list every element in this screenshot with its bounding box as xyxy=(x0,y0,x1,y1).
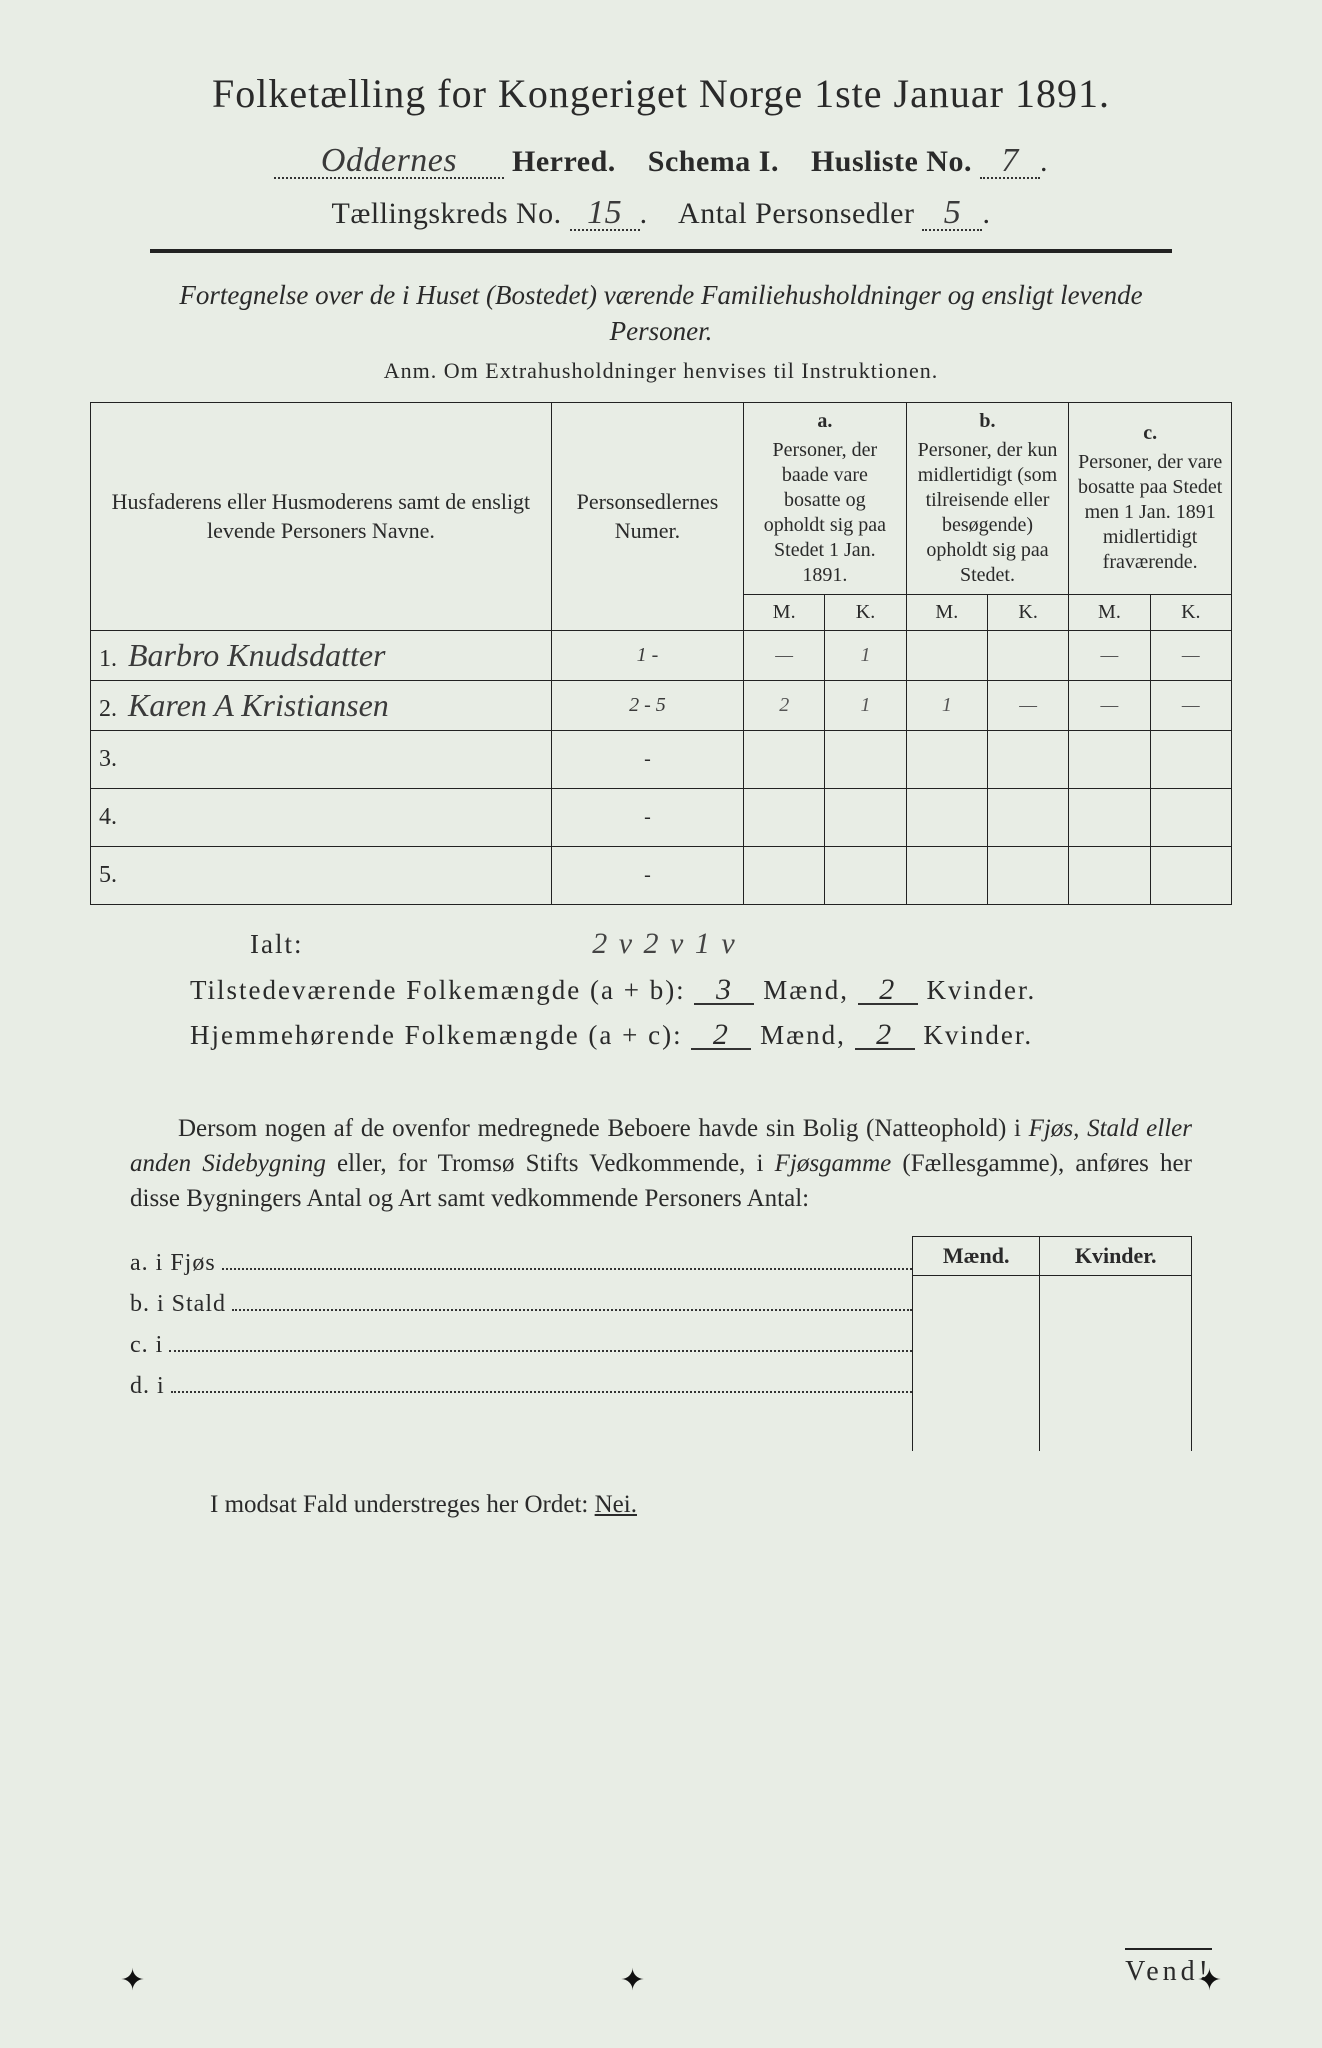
row-number: 2. xyxy=(99,696,123,722)
col-c-m: M. xyxy=(1069,594,1150,630)
person-name: Barbro Knudsdatter xyxy=(128,637,386,673)
subtitle: Fortegnelse over de i Huset (Bostedet) v… xyxy=(130,277,1192,350)
pin-mark-icon: ✦ xyxy=(620,1963,645,1998)
cell-cm: — xyxy=(1069,630,1150,680)
tilstede-m: 3 xyxy=(694,976,754,1005)
cell-am: — xyxy=(744,630,825,680)
col-name-header: Husfaderens eller Husmoderens samt de en… xyxy=(99,477,543,556)
col-c-text: Personer, der vare bosatte paa Stedet me… xyxy=(1078,451,1222,573)
kvinder-label: Kvinder. xyxy=(923,1020,1033,1050)
col-a-k: K. xyxy=(825,594,906,630)
nei-word: Nei. xyxy=(595,1491,637,1518)
row-number: 1. xyxy=(99,646,123,672)
anm-note: Anm. Om Extrahusholdninger henvises til … xyxy=(90,358,1232,384)
table-row: 2. Karen A Kristiansen 2 - 5 2 1 1 — — — xyxy=(91,680,1232,730)
kreds-label: Tællingskreds No. xyxy=(332,197,562,230)
maend-label: Mænd, xyxy=(760,1020,846,1050)
col-a-text: Personer, der baade vare bosatte og opho… xyxy=(764,439,886,586)
totals-block: Ialt: 2 v 2 v 1 v Tilstedeværende Folkem… xyxy=(190,927,1212,1051)
pin-mark-icon: ✦ xyxy=(1197,1963,1222,1998)
maend-label: Mænd, xyxy=(763,975,849,1005)
col-b-text: Personer, der kun midlertidigt (som tilr… xyxy=(918,439,1058,586)
col-c-label: c. xyxy=(1077,421,1223,446)
cell-bm: 1 xyxy=(906,680,987,730)
tilstede-label: Tilstedeværende Folkemængde (a + b): xyxy=(190,975,686,1005)
cell-bk: — xyxy=(987,680,1068,730)
bygning-a: a. i Fjøs xyxy=(130,1250,216,1277)
herred-value: Oddernes xyxy=(274,146,504,179)
divider xyxy=(150,249,1172,253)
page-title: Folketælling for Kongeriget Norge 1ste J… xyxy=(90,70,1232,117)
col-b-k: K. xyxy=(987,594,1068,630)
nei-line: I modsat Fald understreges her Ordet: Ne… xyxy=(210,1491,1192,1519)
hjemme-m: 2 xyxy=(691,1021,751,1050)
row-number: 3. xyxy=(99,746,123,772)
husliste-label: Husliste No. xyxy=(811,145,972,178)
header-line-1: Oddernes Herred. Schema I. Husliste No. … xyxy=(90,145,1232,179)
cell-am: 2 xyxy=(744,680,825,730)
table-row: 3. - xyxy=(91,730,1232,788)
col-b-m: M. xyxy=(906,594,987,630)
kvinder-label: Kvinder. xyxy=(926,975,1036,1005)
bygning-b: b. i Stald xyxy=(130,1291,226,1318)
mk-maend-header: Mænd. xyxy=(913,1236,1040,1275)
pers-num: - xyxy=(551,846,743,904)
table-row: 1. Barbro Knudsdatter 1 - — 1 — — xyxy=(91,630,1232,680)
cell-cm: — xyxy=(1069,680,1150,730)
ialt-handwritten: 2 v 2 v 1 v xyxy=(592,927,736,960)
hjemme-k: 2 xyxy=(855,1021,915,1050)
cell-ck: — xyxy=(1150,630,1231,680)
pers-num: - xyxy=(551,788,743,846)
table-row: 5. - xyxy=(91,846,1232,904)
tilstede-k: 2 xyxy=(858,976,918,1005)
row-number: 5. xyxy=(99,862,123,888)
husliste-value: 7 xyxy=(980,146,1040,179)
building-mk-table: Mænd. Kvinder. xyxy=(912,1236,1192,1452)
bygning-d: d. i xyxy=(130,1373,165,1400)
col-num-header: Personsedlernes Numer. xyxy=(560,477,735,556)
building-lines: a. i Fjøs b. i Stald c. i d. i xyxy=(130,1236,912,1452)
schema-label: Schema I. xyxy=(648,145,779,178)
building-block: a. i Fjøs b. i Stald c. i d. i Mænd. Kvi… xyxy=(130,1236,1192,1452)
household-table: Husfaderens eller Husmoderens samt de en… xyxy=(90,402,1232,905)
row-number: 4. xyxy=(99,804,123,830)
person-name: Karen A Kristiansen xyxy=(128,687,389,723)
kreds-value: 15 xyxy=(570,198,640,231)
ialt-label: Ialt: xyxy=(250,929,303,959)
header-line-2: Tællingskreds No. 15. Antal Personsedler… xyxy=(90,197,1232,231)
pin-mark-icon: ✦ xyxy=(120,1963,145,1998)
col-b-label: b. xyxy=(915,409,1061,434)
mk-kvinder-header: Kvinder. xyxy=(1040,1236,1192,1275)
antal-label: Antal Personsedler xyxy=(678,197,914,230)
cell-ak: 1 xyxy=(825,680,906,730)
col-a-m: M. xyxy=(744,594,825,630)
hjemme-label: Hjemmehørende Folkemængde (a + c): xyxy=(190,1020,683,1050)
col-a-label: a. xyxy=(752,409,898,434)
pers-num: - xyxy=(551,730,743,788)
cell-ak: 1 xyxy=(825,630,906,680)
census-form-page: Folketælling for Kongeriget Norge 1ste J… xyxy=(90,70,1232,1519)
cell-bk xyxy=(987,630,1068,680)
antal-value: 5 xyxy=(922,198,982,231)
cell-bm xyxy=(906,630,987,680)
herred-label: Herred. xyxy=(512,145,616,178)
table-row: 4. - xyxy=(91,788,1232,846)
cell-ck: — xyxy=(1150,680,1231,730)
pers-num: 1 - xyxy=(551,630,743,680)
col-c-k: K. xyxy=(1150,594,1231,630)
building-paragraph: Dersom nogen af de ovenfor medregnede Be… xyxy=(130,1111,1192,1216)
pers-num: 2 - 5 xyxy=(551,680,743,730)
bygning-c: c. i xyxy=(130,1332,163,1359)
